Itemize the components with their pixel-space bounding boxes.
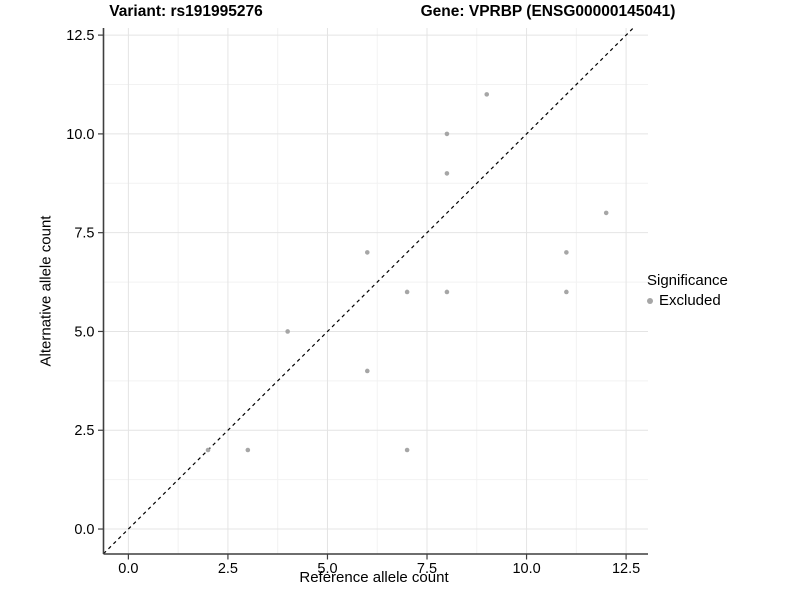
x-tick-label: 10.0: [512, 561, 540, 577]
scatter-point: [364, 368, 370, 374]
excluded-point-icon: [647, 297, 653, 304]
variant-title: Variant: rs191995276: [109, 3, 263, 20]
x-tick-label: 12.5: [612, 561, 640, 577]
x-tick-label: 5.0: [317, 561, 337, 577]
x-tick-label: 2.5: [218, 561, 238, 577]
scatter-point: [404, 289, 410, 295]
x-tick-label: 0.0: [118, 561, 138, 577]
scatter-point: [444, 171, 450, 176]
y-axis-title: Alternative allele count: [37, 215, 55, 367]
scatter-point: [444, 289, 450, 295]
scatter-point: [444, 131, 450, 137]
y-tick-label: 10.0: [66, 127, 94, 143]
identity-line: [103, 27, 634, 555]
y-tick-label: 5.0: [74, 324, 94, 340]
scatter-point: [603, 210, 609, 216]
scatter-point: [564, 250, 569, 255]
scatter-point: [205, 447, 211, 453]
scatter-point: [564, 289, 569, 295]
x-axis-title: Reference allele count: [299, 569, 449, 586]
scatter-point: [484, 92, 490, 97]
y-tick-label: 0.0: [74, 522, 94, 538]
scatter-point: [245, 447, 251, 453]
legend: Significance Excluded: [647, 272, 728, 309]
legend-item-excluded: Excluded: [647, 292, 728, 309]
scatter-point: [404, 447, 410, 453]
scatter-point: [364, 250, 370, 255]
gene-title: Gene: VPRBP (ENSG00000145041): [420, 3, 676, 20]
x-tick-label: 7.5: [417, 561, 437, 577]
y-tick-label: 7.5: [74, 226, 94, 242]
y-tick-label: 12.5: [66, 28, 94, 44]
legend-title: Significance: [647, 272, 728, 289]
scatter-point: [285, 329, 290, 334]
legend-item-label: Excluded: [659, 292, 721, 309]
y-tick-label: 2.5: [74, 423, 94, 439]
